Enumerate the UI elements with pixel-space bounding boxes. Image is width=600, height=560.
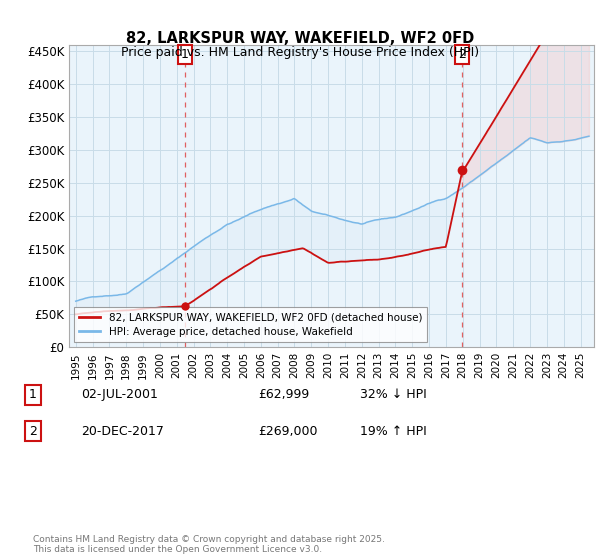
Text: 1: 1 (181, 48, 189, 61)
Text: 1: 1 (29, 388, 37, 402)
Text: £269,000: £269,000 (258, 424, 317, 438)
Text: 82, LARKSPUR WAY, WAKEFIELD, WF2 0FD: 82, LARKSPUR WAY, WAKEFIELD, WF2 0FD (126, 31, 474, 46)
Legend: 82, LARKSPUR WAY, WAKEFIELD, WF2 0FD (detached house), HPI: Average price, detac: 82, LARKSPUR WAY, WAKEFIELD, WF2 0FD (de… (74, 307, 427, 342)
Text: 2: 2 (458, 48, 466, 61)
Text: 19% ↑ HPI: 19% ↑ HPI (360, 424, 427, 438)
Text: £62,999: £62,999 (258, 388, 309, 402)
Text: Price paid vs. HM Land Registry's House Price Index (HPI): Price paid vs. HM Land Registry's House … (121, 46, 479, 59)
Text: 2: 2 (29, 424, 37, 438)
Text: Contains HM Land Registry data © Crown copyright and database right 2025.
This d: Contains HM Land Registry data © Crown c… (33, 535, 385, 554)
Text: 32% ↓ HPI: 32% ↓ HPI (360, 388, 427, 402)
Text: 20-DEC-2017: 20-DEC-2017 (81, 424, 164, 438)
Text: 02-JUL-2001: 02-JUL-2001 (81, 388, 158, 402)
